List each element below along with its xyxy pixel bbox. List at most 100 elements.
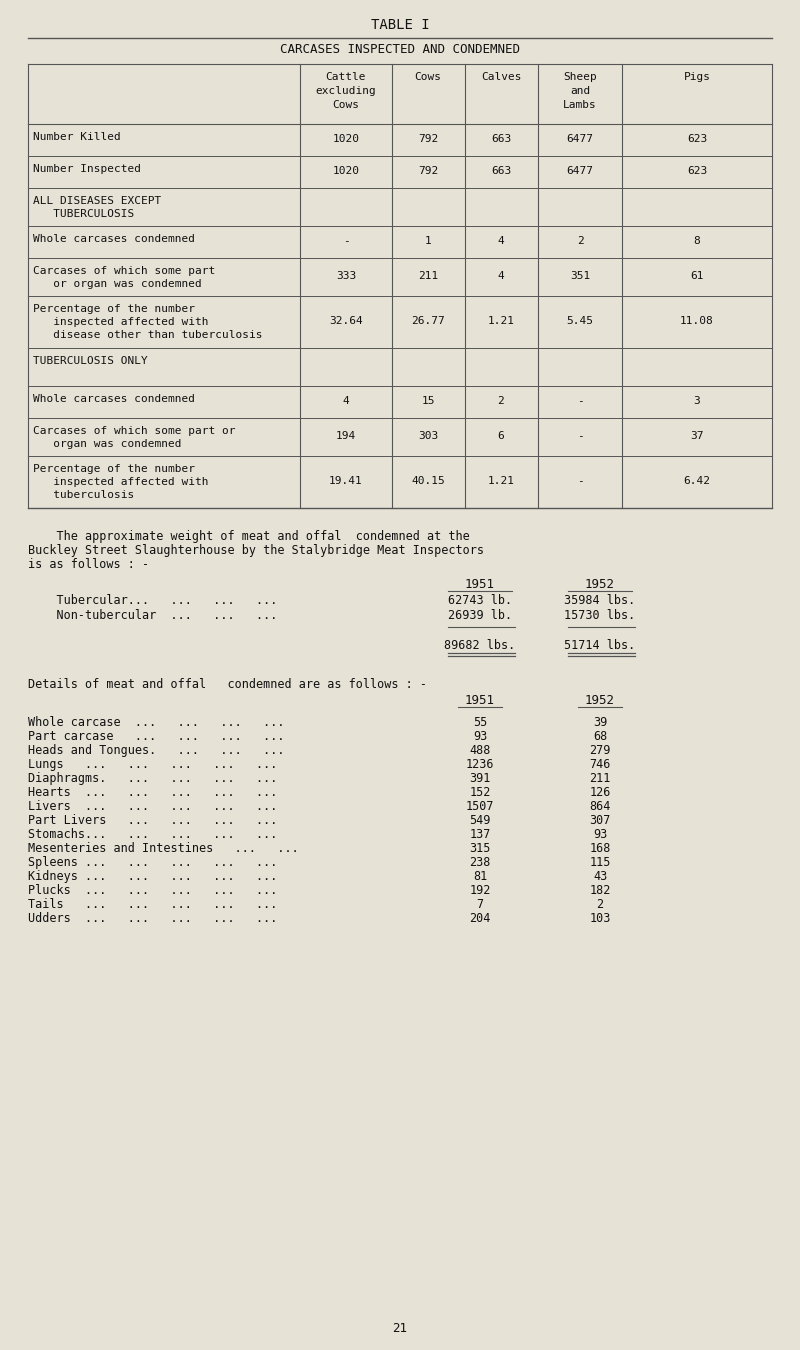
Text: 746: 746 (590, 757, 610, 771)
Text: 126: 126 (590, 786, 610, 799)
Text: 40.15: 40.15 (411, 477, 445, 486)
Text: Pigs: Pigs (683, 72, 710, 82)
Text: inspected affected with: inspected affected with (33, 477, 209, 487)
Text: 11.08: 11.08 (680, 316, 714, 325)
Text: 6477: 6477 (566, 134, 594, 144)
Text: Hearts  ...   ...   ...   ...   ...: Hearts ... ... ... ... ... (28, 786, 278, 799)
Text: 93: 93 (593, 828, 607, 841)
Text: 6: 6 (498, 431, 504, 441)
Text: 2: 2 (597, 898, 603, 911)
Text: Lambs: Lambs (563, 100, 597, 109)
Text: 39: 39 (593, 716, 607, 729)
Text: 2: 2 (577, 236, 583, 246)
Text: Whole carcases condemned: Whole carcases condemned (33, 234, 195, 244)
Text: 55: 55 (473, 716, 487, 729)
Text: 15730 lbs.: 15730 lbs. (564, 609, 636, 622)
Text: -: - (342, 236, 350, 246)
Text: 152: 152 (470, 786, 490, 799)
Text: 623: 623 (687, 166, 707, 176)
Text: Part carcase   ...   ...   ...   ...: Part carcase ... ... ... ... (28, 730, 285, 742)
Text: 194: 194 (336, 431, 356, 441)
Text: 35984 lbs.: 35984 lbs. (564, 594, 636, 608)
Text: TABLE I: TABLE I (370, 18, 430, 32)
Text: Part Livers   ...   ...   ...   ...: Part Livers ... ... ... ... (28, 814, 278, 828)
Text: Kidneys ...   ...   ...   ...   ...: Kidneys ... ... ... ... ... (28, 869, 278, 883)
Text: TUBERCULOSIS ONLY: TUBERCULOSIS ONLY (33, 356, 148, 366)
Text: 2: 2 (498, 396, 504, 406)
Text: 307: 307 (590, 814, 610, 828)
Text: 5.45: 5.45 (566, 316, 594, 325)
Text: Buckley Street Slaughterhouse by the Stalybridge Meat Inspectors: Buckley Street Slaughterhouse by the Sta… (28, 544, 484, 558)
Text: 1951: 1951 (465, 578, 495, 591)
Text: 1.21: 1.21 (487, 477, 514, 486)
Text: Carcases of which some part or: Carcases of which some part or (33, 427, 235, 436)
Text: 89682 lbs.: 89682 lbs. (444, 639, 516, 652)
Text: 137: 137 (470, 828, 490, 841)
Text: Details of meat and offal   condemned are as follows : -: Details of meat and offal condemned are … (28, 678, 427, 691)
Text: 93: 93 (473, 730, 487, 742)
Text: 315: 315 (470, 842, 490, 855)
Text: Number Inspected: Number Inspected (33, 163, 141, 174)
Text: 168: 168 (590, 842, 610, 855)
Text: 1507: 1507 (466, 801, 494, 813)
Text: 1952: 1952 (585, 578, 615, 591)
Text: tuberculosis: tuberculosis (33, 490, 134, 500)
Text: Cattle: Cattle (326, 72, 366, 82)
Text: 623: 623 (687, 134, 707, 144)
Text: 6477: 6477 (566, 166, 594, 176)
Text: Diaphragms.   ...   ...   ...   ...: Diaphragms. ... ... ... ... (28, 772, 278, 784)
Text: 32.64: 32.64 (329, 316, 363, 325)
Text: 37: 37 (690, 431, 704, 441)
Text: -: - (577, 431, 583, 441)
Text: 303: 303 (418, 431, 438, 441)
Text: Whole carcases condemned: Whole carcases condemned (33, 394, 195, 404)
Text: 182: 182 (590, 884, 610, 896)
Text: 26.77: 26.77 (411, 316, 445, 325)
Text: 1.21: 1.21 (487, 316, 514, 325)
Text: 3: 3 (694, 396, 700, 406)
Text: 333: 333 (336, 271, 356, 281)
Text: 4: 4 (498, 236, 504, 246)
Text: 51714 lbs.: 51714 lbs. (564, 639, 636, 652)
Text: 792: 792 (418, 166, 438, 176)
Text: 115: 115 (590, 856, 610, 869)
Text: Stomachs...   ...   ...   ...   ...: Stomachs... ... ... ... ... (28, 828, 278, 841)
Text: Mesenteries and Intestines   ...   ...: Mesenteries and Intestines ... ... (28, 842, 298, 855)
Text: Number Killed: Number Killed (33, 132, 121, 142)
Text: excluding: excluding (316, 86, 376, 96)
Text: is as follows : -: is as follows : - (28, 558, 149, 571)
Text: Livers  ...   ...   ...   ...   ...: Livers ... ... ... ... ... (28, 801, 278, 813)
Text: inspected affected with: inspected affected with (33, 317, 209, 327)
Text: 204: 204 (470, 913, 490, 925)
Text: -: - (577, 477, 583, 486)
Text: 549: 549 (470, 814, 490, 828)
Text: The approximate weight of meat and offal  condemned at the: The approximate weight of meat and offal… (28, 531, 470, 543)
Text: Tubercular...   ...   ...   ...: Tubercular... ... ... ... (28, 594, 278, 608)
Text: 43: 43 (593, 869, 607, 883)
Text: 238: 238 (470, 856, 490, 869)
Text: 1020: 1020 (333, 166, 359, 176)
Text: 4: 4 (342, 396, 350, 406)
Text: 21: 21 (393, 1322, 407, 1335)
Text: Sheep: Sheep (563, 72, 597, 82)
Text: disease other than tuberculosis: disease other than tuberculosis (33, 329, 262, 340)
Text: 62743 lb.: 62743 lb. (448, 594, 512, 608)
Text: Cows: Cows (414, 72, 442, 82)
Text: Plucks  ...   ...   ...   ...   ...: Plucks ... ... ... ... ... (28, 884, 278, 896)
Text: 1951: 1951 (465, 694, 495, 707)
Text: 864: 864 (590, 801, 610, 813)
Text: 6.42: 6.42 (683, 477, 710, 486)
Text: Lungs   ...   ...   ...   ...   ...: Lungs ... ... ... ... ... (28, 757, 278, 771)
Text: 663: 663 (491, 134, 511, 144)
Text: 1952: 1952 (585, 694, 615, 707)
Text: or organ was condemned: or organ was condemned (33, 279, 202, 289)
Text: 1020: 1020 (333, 134, 359, 144)
Text: 391: 391 (470, 772, 490, 784)
Text: -: - (577, 396, 583, 406)
Text: organ was condemned: organ was condemned (33, 439, 182, 450)
Text: 68: 68 (593, 730, 607, 742)
Text: 663: 663 (491, 166, 511, 176)
Text: Whole carcase  ...   ...   ...   ...: Whole carcase ... ... ... ... (28, 716, 285, 729)
Text: Udders  ...   ...   ...   ...   ...: Udders ... ... ... ... ... (28, 913, 278, 925)
Text: 4: 4 (498, 271, 504, 281)
